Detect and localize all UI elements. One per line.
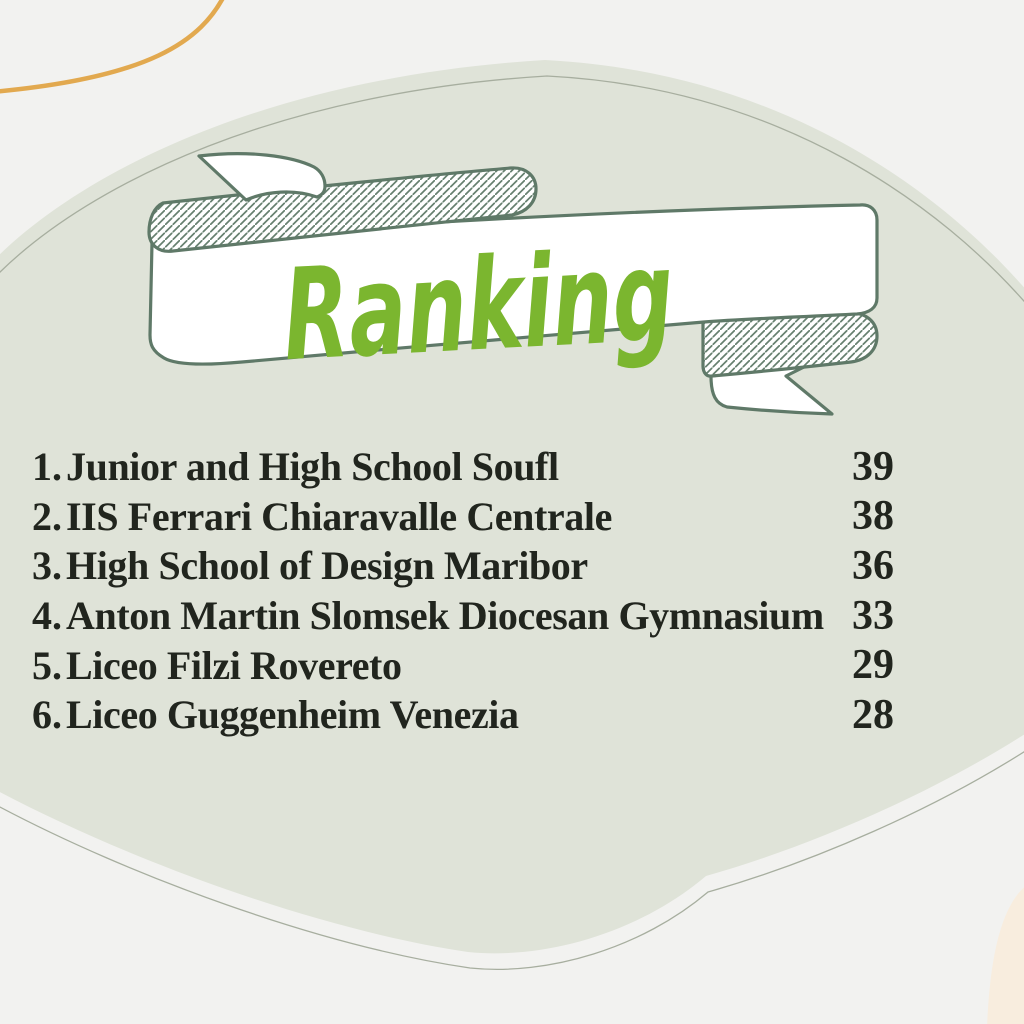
ranking-row-4: 4. Anton Martin Slomsek Diocesan Gymnasi… [32, 591, 894, 641]
rank-number: 1. [32, 444, 62, 490]
ribbon-band [148, 203, 879, 366]
school-score: 38 [852, 493, 894, 540]
rank-number: 6. [32, 692, 62, 738]
banner-title: Ranking [280, 222, 677, 389]
ribbon-left-tail [197, 152, 327, 202]
school-score: 29 [852, 642, 894, 689]
ranking-list: 1. Junior and High School Soufl 39 2. II… [32, 442, 894, 740]
ranking-row-3: 3. High School of Design Maribor 36 [32, 541, 894, 591]
school-name: Anton Martin Slomsek Diocesan Gymnasium [66, 593, 824, 639]
ranking-row-6: 6. Liceo Guggenheim Venezia 28 [32, 690, 894, 740]
peach-corner-blob [987, 887, 1024, 1024]
school-score: 28 [852, 691, 894, 738]
ribbon-left-roll [147, 166, 538, 253]
school-score: 36 [852, 542, 894, 589]
school-name: IIS Ferrari Chiaravalle Centrale [66, 493, 612, 539]
school-name: High School of Design Maribor [66, 543, 588, 589]
gold-arc-decoration [0, 0, 225, 94]
rank-number: 2. [32, 493, 62, 539]
ranking-row-1: 1. Junior and High School Soufl 39 [32, 442, 894, 492]
ranking-row-2: 2. IIS Ferrari Chiaravalle Centrale 38 [32, 492, 894, 542]
school-name: Junior and High School Soufl [66, 444, 559, 490]
ranking-row-5: 5. Liceo Filzi Rovereto 29 [32, 640, 894, 690]
rank-number: 5. [32, 642, 62, 688]
ribbon-right-roll [701, 311, 879, 378]
school-name: Liceo Guggenheim Venezia [66, 692, 519, 738]
blob-outline [0, 75, 1024, 970]
rank-number: 4. [32, 593, 62, 639]
school-name: Liceo Filzi Rovereto [66, 642, 402, 688]
school-score: 33 [852, 592, 894, 639]
rank-number: 3. [32, 543, 62, 589]
school-score: 39 [852, 443, 894, 490]
